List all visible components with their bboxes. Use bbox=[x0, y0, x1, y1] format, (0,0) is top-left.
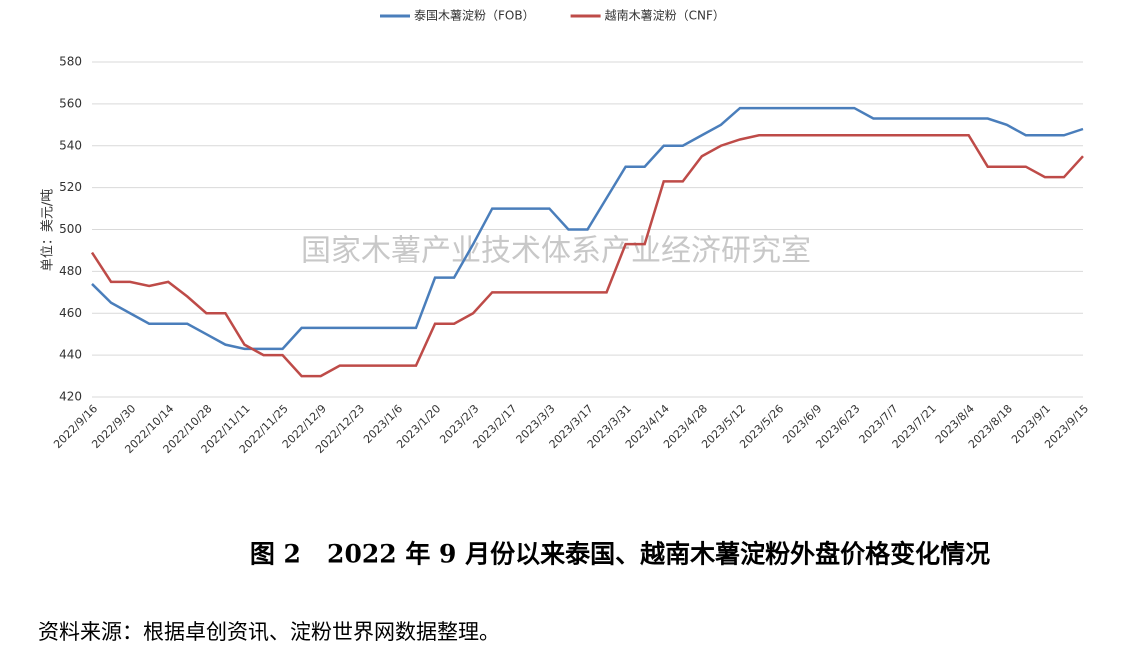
y-axis-label: 单位：美元/吨 bbox=[41, 189, 56, 271]
legend-label: 越南木薯淀粉（CNF） bbox=[605, 8, 725, 23]
caption: 图 2 2022 年 9 月份以来泰国、越南木薯淀粉外盘价格变化情况 bbox=[250, 540, 990, 569]
y-tick-label: 560 bbox=[59, 96, 82, 110]
series-line bbox=[91, 106, 1084, 351]
watermark: 国家木薯产业技术体系产业经济研究室 bbox=[301, 234, 811, 269]
legend-label: 泰国木薯淀粉（FOB） bbox=[414, 9, 535, 23]
y-tick-label: 540 bbox=[59, 138, 82, 152]
series-line bbox=[90, 134, 1084, 378]
y-tick-label: 420 bbox=[59, 390, 82, 404]
source-note: 资料来源：根据卓创资讯、淀粉世界网数据整理。 bbox=[38, 620, 500, 644]
y-tick-label: 580 bbox=[59, 55, 82, 69]
y-tick-label: 520 bbox=[59, 180, 82, 194]
y-tick-label: 460 bbox=[59, 306, 82, 320]
y-tick-label: 440 bbox=[59, 348, 82, 362]
y-tick-label: 480 bbox=[59, 264, 82, 278]
y-tick-label: 500 bbox=[59, 222, 82, 236]
